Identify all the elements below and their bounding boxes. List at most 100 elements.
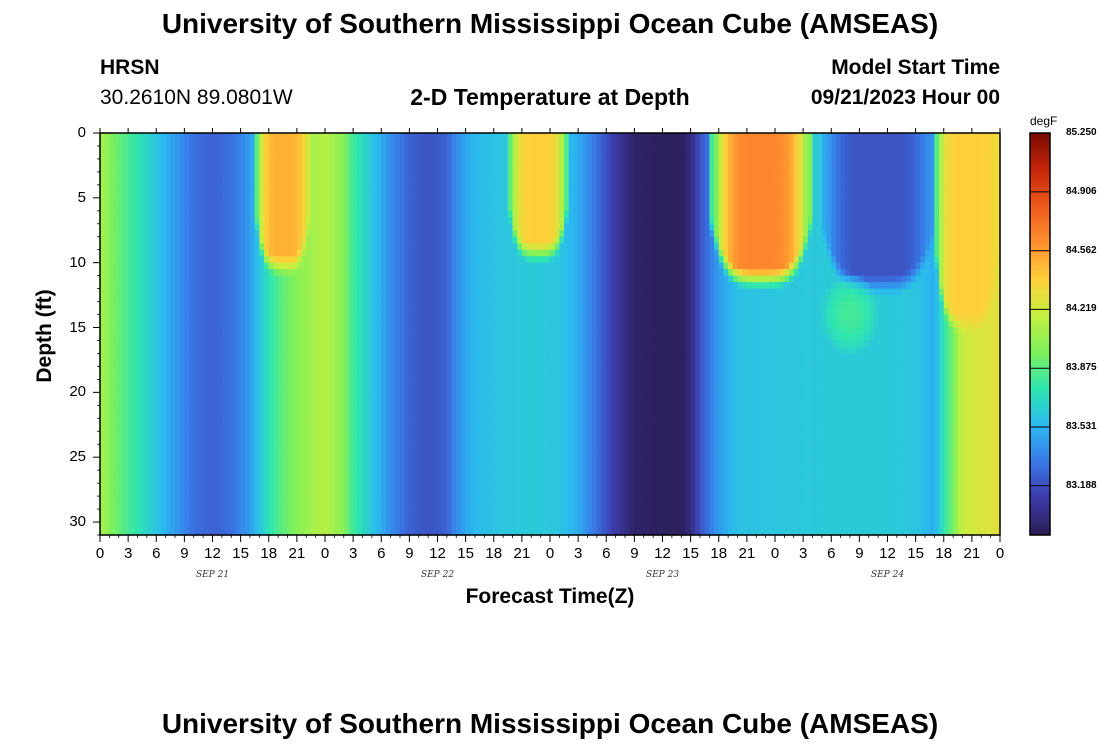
heatmap-cell	[423, 236, 429, 244]
heatmap-cell	[296, 301, 303, 309]
heatmap-cell	[240, 178, 246, 186]
heatmap-cell	[287, 223, 293, 231]
heatmap-cell	[395, 314, 401, 322]
heatmap-cell	[268, 197, 275, 205]
heatmap-cell	[221, 204, 228, 212]
heatmap-cell	[437, 217, 443, 225]
heatmap-cell	[418, 327, 425, 335]
heatmap-cell	[400, 405, 406, 413]
heatmap-cell	[170, 197, 176, 205]
heatmap-cell	[320, 152, 326, 160]
heatmap-cell	[235, 489, 242, 497]
heatmap-cell	[446, 502, 453, 510]
heatmap-cell	[451, 502, 457, 510]
heatmap-cell	[203, 398, 209, 406]
heatmap-cell	[367, 372, 373, 380]
heatmap-cell	[446, 411, 453, 419]
heatmap-cell	[320, 230, 326, 238]
heatmap-cell	[235, 301, 242, 309]
heatmap-cell	[160, 385, 167, 393]
heatmap-cell	[282, 392, 289, 400]
heatmap-cell	[432, 236, 439, 244]
heatmap-cell	[371, 424, 378, 432]
heatmap-cell	[446, 321, 453, 329]
heatmap-cell	[367, 217, 373, 225]
heatmap-cell	[414, 470, 420, 478]
heatmap-cell	[179, 178, 185, 186]
heatmap-cell	[184, 450, 190, 458]
heatmap-cell	[465, 346, 471, 355]
heatmap-cell	[226, 139, 232, 147]
heatmap-cell	[296, 191, 303, 199]
heatmap-cell	[207, 496, 214, 504]
heatmap-cell	[428, 236, 434, 244]
heatmap-cell	[109, 346, 115, 355]
heatmap-cell	[446, 314, 453, 322]
heatmap-cell	[343, 509, 350, 517]
heatmap-cell	[221, 515, 228, 523]
heatmap-cell	[175, 372, 181, 380]
heatmap-cell	[104, 418, 110, 426]
heatmap-cell	[315, 145, 321, 154]
heatmap-cell	[212, 262, 218, 270]
heatmap-cell	[470, 463, 476, 471]
heatmap-cell	[109, 171, 115, 179]
heatmap-cell	[460, 366, 467, 374]
heatmap-cell	[278, 509, 284, 517]
heatmap-cell	[235, 450, 242, 458]
heatmap-cell	[109, 165, 115, 173]
heatmap-cell	[217, 515, 223, 523]
heatmap-cell	[235, 444, 242, 452]
heatmap-cell	[151, 178, 157, 186]
heatmap-cell	[325, 359, 331, 368]
heatmap-cell	[456, 321, 462, 329]
heatmap-cell	[348, 372, 354, 380]
heatmap-cell	[114, 450, 120, 458]
heatmap-cell	[175, 282, 181, 290]
heatmap-cell	[414, 236, 420, 244]
heatmap-cell	[212, 171, 218, 179]
heatmap-cell	[287, 353, 293, 361]
heatmap-cell	[418, 288, 425, 296]
heatmap-cell	[376, 359, 382, 368]
heatmap-cell	[320, 133, 326, 141]
heatmap-cell	[418, 398, 425, 406]
heatmap-cell	[207, 437, 214, 445]
heatmap-cell	[371, 236, 378, 244]
heatmap-cell	[343, 165, 350, 173]
heatmap-cell	[179, 171, 185, 179]
heatmap-cell	[442, 450, 448, 458]
heatmap-cell	[193, 437, 200, 445]
heatmap-cell	[278, 256, 284, 264]
heatmap-cell	[151, 171, 157, 179]
heatmap-cell	[189, 463, 195, 471]
heatmap-cell	[446, 184, 453, 192]
heatmap-cell	[460, 204, 467, 212]
heatmap-cell	[428, 243, 434, 251]
heatmap-cell	[123, 314, 129, 322]
heatmap-cell	[203, 217, 209, 225]
heatmap-cell	[146, 217, 153, 225]
heatmap-cell	[409, 476, 415, 484]
heatmap-cell	[414, 372, 420, 380]
heatmap-cell	[353, 178, 359, 186]
heatmap-cell	[160, 431, 167, 439]
heatmap-cell	[470, 327, 476, 335]
heatmap-cell	[240, 424, 246, 432]
heatmap-cell	[114, 489, 120, 497]
heatmap-cell	[395, 165, 401, 173]
heatmap-cell	[423, 217, 429, 225]
heatmap-cell	[193, 178, 200, 186]
heatmap-cell	[470, 256, 476, 264]
heatmap-cell	[339, 470, 345, 478]
heatmap-cell	[339, 321, 345, 329]
heatmap-cell	[432, 165, 439, 173]
heatmap-cell	[282, 398, 289, 406]
heatmap-cell	[193, 522, 200, 530]
heatmap-cell	[456, 489, 462, 497]
heatmap-cell	[165, 249, 171, 257]
heatmap-cell	[400, 145, 406, 154]
heatmap-cell	[250, 418, 256, 426]
heatmap-cell	[231, 308, 237, 316]
heatmap-cell	[203, 327, 209, 335]
